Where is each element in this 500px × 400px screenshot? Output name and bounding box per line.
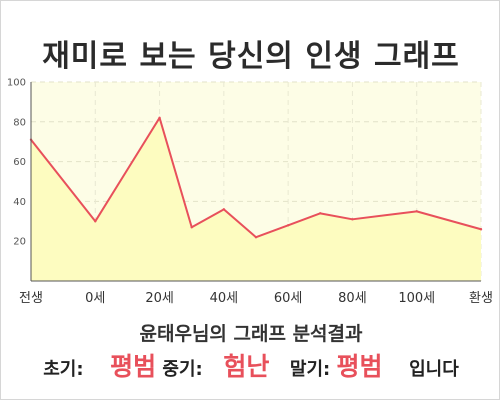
x-tick-label: 80세 <box>338 291 367 306</box>
data-point <box>190 226 193 229</box>
data-point <box>158 116 161 120</box>
analysis-title: 윤태우님의 그래프 분석결과 <box>139 323 363 345</box>
y-tick-label: 20 <box>13 237 26 248</box>
x-tick-label: 40세 <box>210 291 239 306</box>
y-tick-label: 40 <box>13 197 26 208</box>
data-point <box>222 208 226 211</box>
late-label: 말기: <box>289 359 331 380</box>
x-tick-label: 0세 <box>85 291 105 306</box>
early-label: 초기: <box>43 359 84 380</box>
data-point <box>479 228 483 231</box>
series-area <box>31 117 481 281</box>
middle-value: 험난 <box>223 352 270 381</box>
y-tick-label: 60 <box>13 157 26 168</box>
data-point <box>319 212 322 215</box>
analysis-result: 초기: 평범 중기: 험난 말기: 평범 입니다 <box>1 347 500 383</box>
data-point <box>286 224 290 227</box>
data-point <box>254 236 258 239</box>
x-tick-label: 환생 <box>469 291 493 306</box>
middle-label: 중기: <box>162 359 203 380</box>
ending-text: 입니다 <box>409 359 459 380</box>
y-tick-label: 80 <box>13 117 26 128</box>
data-point <box>94 220 97 223</box>
late-value: 평범 <box>336 352 383 381</box>
y-tick-label: 100 <box>7 78 26 89</box>
chart-title: 재미로 보는 당신의 인생 그래프 <box>42 39 460 74</box>
x-tick-label: 전생 <box>19 291 43 306</box>
early-value: 평범 <box>110 352 157 381</box>
x-tick-label: 20세 <box>145 291 174 306</box>
life-graph-chart: 20 40 60 80 100 전생 0세 20세 40세 60세 80세 100세 환생 <box>7 78 493 307</box>
x-tick-label: 100세 <box>398 291 435 306</box>
data-point <box>351 218 354 221</box>
data-point <box>415 210 418 213</box>
x-tick-label: 60세 <box>274 291 303 306</box>
